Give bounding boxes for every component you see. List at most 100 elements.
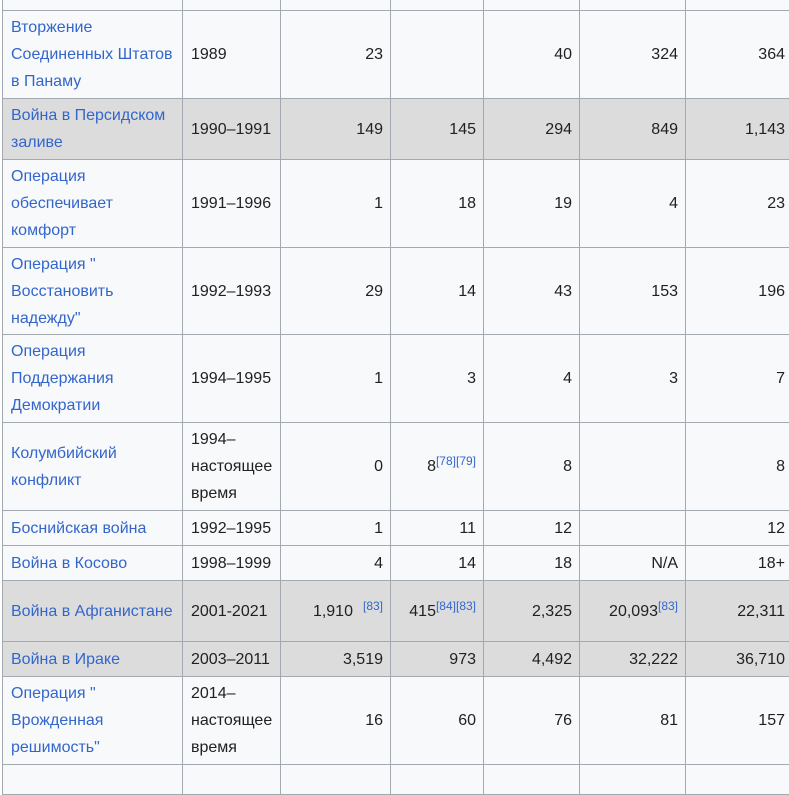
table-row: Война в Персидском заливе 1990–1991 149 … xyxy=(3,99,789,160)
value-text: 1,910 xyxy=(313,603,353,620)
value-cell: 12 xyxy=(484,511,580,546)
value-cell: 1,143 xyxy=(686,99,789,160)
value-cell: 76 xyxy=(484,677,580,765)
value-cell: 4 xyxy=(281,546,391,581)
value-cell: 1 xyxy=(281,335,391,423)
conflict-link[interactable]: Война в Афганистане xyxy=(3,581,183,642)
value-cell xyxy=(484,765,580,795)
years-cell: 1994–1995 xyxy=(183,335,281,423)
years-cell xyxy=(183,765,281,795)
value-cell: 324 xyxy=(580,11,686,99)
value-cell: 4,492 xyxy=(484,642,580,677)
value-cell: 12 xyxy=(686,511,789,546)
reference-link[interactable]: [78][79] xyxy=(436,454,476,468)
value-cell: 415[84][83] xyxy=(391,581,484,642)
value-text: 415 xyxy=(409,603,436,620)
conflict-link[interactable]: Вторжение Соединенных Штатов в Панаму xyxy=(3,11,183,99)
value-cell: 3 xyxy=(391,335,484,423)
value-cell xyxy=(580,0,686,11)
conflict-link[interactable]: Война в Ираке xyxy=(3,642,183,677)
conflict-link[interactable]: Война в Персидском заливе xyxy=(3,99,183,160)
years-cell: 1998–1999 xyxy=(183,546,281,581)
value-cell: 81 xyxy=(580,677,686,765)
conflict-link[interactable]: Операция " Восстановить надежду" xyxy=(3,248,183,335)
table-row: Война в Ираке 2003–2011 3,519 973 4,492 … xyxy=(3,642,789,677)
reference-link[interactable]: [83] xyxy=(658,599,678,613)
value-cell: 23 xyxy=(281,11,391,99)
value-cell: 18 xyxy=(391,160,484,248)
table-row xyxy=(3,0,789,11)
value-cell: 1,910 [83] xyxy=(281,581,391,642)
value-cell: 19 xyxy=(484,160,580,248)
value-cell: 11 xyxy=(391,511,484,546)
conflict-link[interactable]: Операция обеспечивает комфорт xyxy=(3,160,183,248)
value-cell: 14 xyxy=(391,248,484,335)
conflict-link[interactable]: Боснийская война xyxy=(3,511,183,546)
value-cell: 29 xyxy=(281,248,391,335)
years-cell: 1992–1995 xyxy=(183,511,281,546)
value-cell: 23 xyxy=(686,160,789,248)
value-text: 20,093 xyxy=(609,603,658,620)
conflict-link[interactable]: Операция " Врожденная решимость" xyxy=(3,677,183,765)
value-cell: 149 xyxy=(281,99,391,160)
value-cell xyxy=(484,0,580,11)
value-cell: 43 xyxy=(484,248,580,335)
value-cell: 8[78][79] xyxy=(391,423,484,511)
value-cell: 294 xyxy=(484,99,580,160)
table-row: Война в Афганистане 2001-2021 1,910[83] … xyxy=(3,581,789,642)
value-cell: 40 xyxy=(484,11,580,99)
value-cell: 364 xyxy=(686,11,789,99)
years-cell: 1989 xyxy=(183,11,281,99)
value-cell xyxy=(281,0,391,11)
value-cell: 8 xyxy=(484,423,580,511)
table-row: Вторжение Соединенных Штатов в Панаму 19… xyxy=(3,11,789,99)
value-cell: 32,222 xyxy=(580,642,686,677)
years-cell xyxy=(183,0,281,11)
table-row: Колумбийский конфликт 1994–настоящее вре… xyxy=(3,423,789,511)
table-row: Боснийская война 1992–1995 1 11 12 12 xyxy=(3,511,789,546)
conflict-link[interactable] xyxy=(3,0,183,11)
value-cell: 157 xyxy=(686,677,789,765)
value-cell: 849 xyxy=(580,99,686,160)
years-cell: 2001-2021 xyxy=(183,581,281,642)
value-cell: 7 xyxy=(686,335,789,423)
table-row: Операция " Восстановить надежду" 1992–19… xyxy=(3,248,789,335)
reference-link[interactable]: [84][83] xyxy=(436,599,476,613)
value-cell: 60 xyxy=(391,677,484,765)
value-cell xyxy=(391,0,484,11)
value-cell: 20,093[83] xyxy=(580,581,686,642)
value-cell: 196 xyxy=(686,248,789,335)
conflict-link[interactable]: Война в Косово xyxy=(3,546,183,581)
value-cell: 18+ xyxy=(686,546,789,581)
reference-link[interactable]: [83] xyxy=(363,599,383,613)
table-row xyxy=(3,765,789,795)
value-cell: 145 xyxy=(391,99,484,160)
value-cell: 973 xyxy=(391,642,484,677)
value-cell: 14 xyxy=(391,546,484,581)
value-cell: 2,325 xyxy=(484,581,580,642)
value-text: 8 xyxy=(427,458,436,475)
conflict-link[interactable]: Колумбийский конфликт xyxy=(3,423,183,511)
value-cell xyxy=(686,0,789,11)
value-cell: 16 xyxy=(281,677,391,765)
value-cell: 4 xyxy=(484,335,580,423)
value-cell: 18 xyxy=(484,546,580,581)
value-cell: 4 xyxy=(580,160,686,248)
years-cell: 1991–1996 xyxy=(183,160,281,248)
value-cell: 8 xyxy=(686,423,789,511)
value-cell xyxy=(391,765,484,795)
value-cell: 22,311 xyxy=(686,581,789,642)
years-cell: 2003–2011 xyxy=(183,642,281,677)
value-cell xyxy=(580,765,686,795)
conflict-link[interactable]: Операция Поддержания Демократии xyxy=(3,335,183,423)
value-cell xyxy=(686,765,789,795)
value-cell: 0 xyxy=(281,423,391,511)
value-cell: 153 xyxy=(580,248,686,335)
years-cell: 1992–1993 xyxy=(183,248,281,335)
value-cell xyxy=(580,423,686,511)
value-cell: 1 xyxy=(281,160,391,248)
conflict-link[interactable] xyxy=(3,765,183,795)
value-cell: 3,519 xyxy=(281,642,391,677)
value-cell xyxy=(391,11,484,99)
